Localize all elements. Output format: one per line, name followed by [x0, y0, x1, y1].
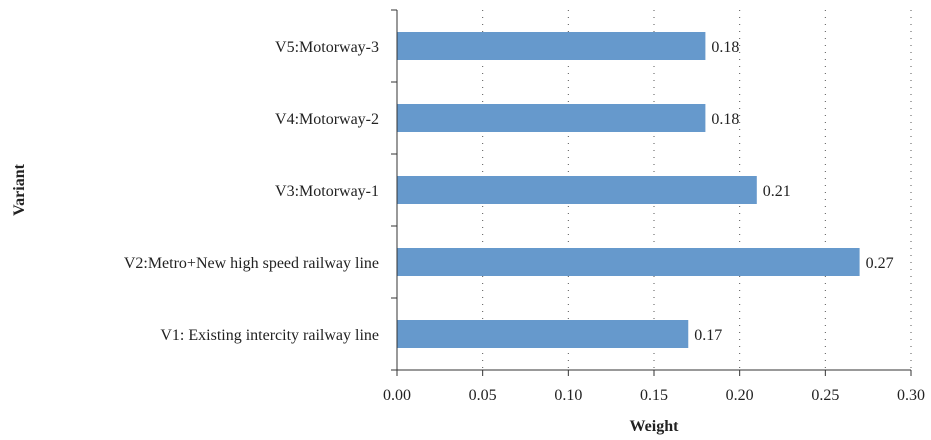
labels: 0.00 0.05 0.10 0.15 0.20 0.25 0.30 0.17 V1: Exis…: [124, 39, 925, 404]
y-axis-title: Variant: [11, 163, 28, 216]
x-tick-label: 0.05: [469, 387, 497, 404]
bar-value-label: 0.21: [763, 183, 791, 200]
x-axis-title: Weight: [630, 418, 680, 435]
bar-value-label: 0.18: [711, 111, 739, 128]
category-label: V5:Motorway-3: [275, 39, 379, 56]
x-tick-label: 0.00: [383, 387, 411, 404]
bar-value-label: 0.27: [866, 255, 894, 272]
x-tick-label: 0.15: [640, 387, 668, 404]
category-label: V1: Existing intercity railway line: [160, 327, 379, 344]
bar: [397, 32, 706, 60]
bar: [397, 104, 706, 132]
bar: [397, 248, 860, 276]
axes: [391, 9, 912, 376]
x-tick-label: 0.20: [726, 387, 754, 404]
bar: [397, 176, 757, 204]
category-label: V2:Metro+New high speed railway line: [124, 255, 379, 272]
bar-value-label: 0.18: [711, 39, 739, 56]
category-label: V3:Motorway-1: [275, 183, 379, 200]
x-tick-label: 0.30: [897, 387, 925, 404]
bars: [397, 32, 860, 348]
category-label: V4:Motorway-2: [275, 111, 379, 128]
bar-value-label: 0.17: [694, 327, 722, 344]
x-tick-label: 0.10: [554, 387, 582, 404]
x-tick-label: 0.25: [811, 387, 839, 404]
bar: [397, 320, 689, 348]
